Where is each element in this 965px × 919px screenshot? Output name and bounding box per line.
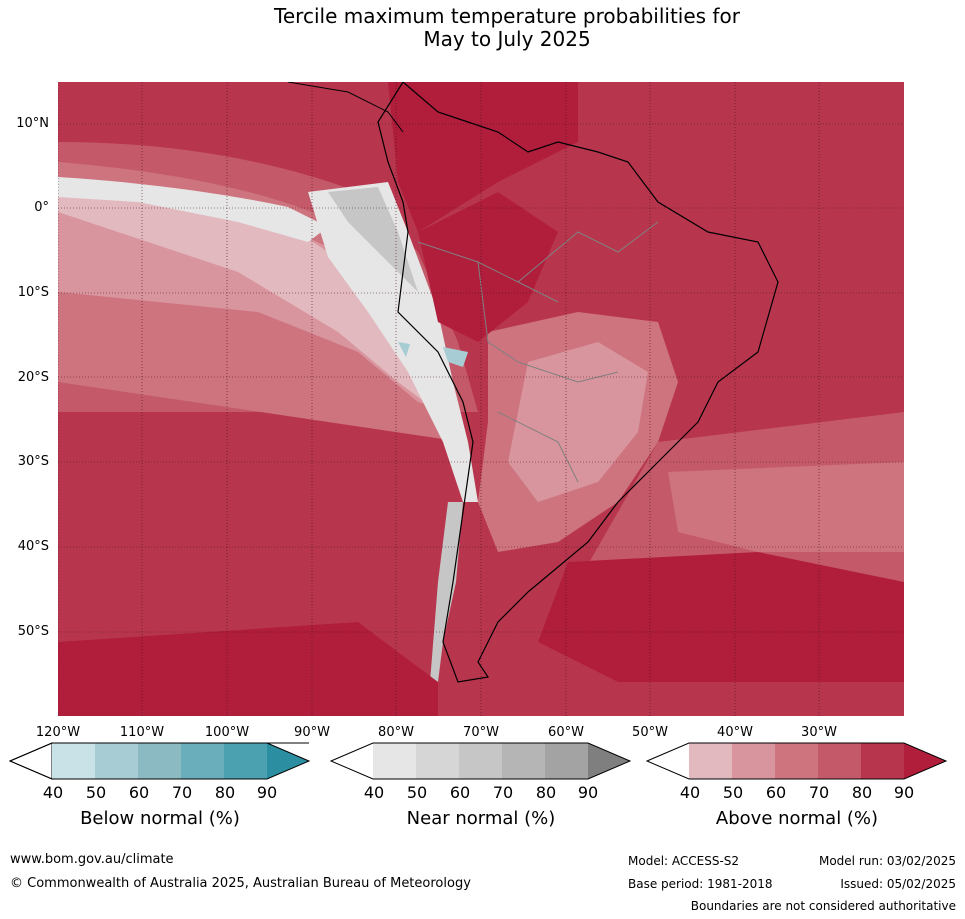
cb3-seg-4 [818, 743, 861, 779]
cb1-title: Below normal (%) [80, 808, 240, 829]
map-canvas [58, 82, 904, 716]
cb3-outline [646, 742, 948, 780]
lon-label-60w: 60°W [548, 725, 584, 740]
cb3-seg-2 [732, 743, 775, 779]
cb1-seg-6 [267, 743, 309, 779]
cb2-seg-1 [373, 743, 416, 779]
cb2-tick-60: 60 [449, 783, 471, 802]
probability-map [58, 82, 904, 716]
north-core-90 [388, 82, 578, 232]
cb1-tick-70: 70 [171, 783, 193, 802]
cb3-seg-5 [861, 743, 904, 779]
cb1-seg-2 [95, 743, 138, 779]
graticule [58, 82, 904, 716]
cb2-tick-50: 50 [406, 783, 428, 802]
colorbar-near-normal [330, 742, 632, 780]
cb3-tick-60: 60 [765, 783, 787, 802]
cb2-seg-5 [545, 743, 588, 779]
lat-label-10s: 10°S [17, 285, 49, 300]
lat-label-50s: 50°S [17, 624, 49, 639]
model-run-text: Model run: 03/02/2025 [818, 854, 956, 868]
below-normal-patch-2 [443, 347, 468, 367]
cb1-tick-80: 80 [214, 783, 236, 802]
cb1-seg-5 [224, 743, 267, 779]
near-normal-60 [328, 187, 418, 292]
title-line-1: Tercile maximum temperature probabilitie… [274, 4, 740, 28]
lon-label-40w: 40°W [717, 725, 753, 740]
lat-label-0: 0° [34, 200, 49, 215]
model-text: Model: ACCESS-S2 [628, 854, 740, 868]
map-title: Tercile maximum temperature probabilitie… [0, 5, 965, 51]
cb2-title: Near normal (%) [406, 808, 556, 829]
lon-label-50w: 50°W [632, 725, 668, 740]
cb3-seg-1 [689, 743, 732, 779]
pacific-band-40 [58, 182, 438, 412]
cb3-tick-40: 40 [679, 783, 701, 802]
cb2-tick-40: 40 [363, 783, 385, 802]
cb1-tick-40: 40 [42, 783, 64, 802]
atlantic-band-60 [668, 462, 904, 552]
issued-text: Issued: 05/02/2025 [840, 877, 956, 891]
cb2-outline [330, 742, 632, 780]
cb2-tick-70: 70 [492, 783, 514, 802]
south-pacific-core-90 [58, 622, 438, 716]
cb3-tick-70: 70 [808, 783, 830, 802]
cb3-tick-50: 50 [722, 783, 744, 802]
cb3-title: Above normal (%) [715, 808, 879, 829]
cb2-seg-3 [459, 743, 502, 779]
cb2-seg-0 [331, 743, 373, 779]
lat-label-20s: 20°S [17, 370, 49, 385]
cb2-tick-90: 90 [577, 783, 599, 802]
cb1-tick-90: 90 [256, 783, 278, 802]
base-period-text: Base period: 1981-2018 [628, 877, 773, 891]
continent-outline [377, 82, 779, 683]
cb1-tick-60: 60 [128, 783, 150, 802]
near-normal-pacific [58, 177, 328, 242]
colorbar-above-normal [646, 742, 948, 780]
cb1-seg-1 [52, 743, 95, 779]
lon-label-70w: 70°W [463, 725, 499, 740]
title-line-2: May to July 2025 [423, 27, 591, 51]
website-link[interactable]: www.bom.gov.au/climate [10, 852, 174, 867]
colorbar-below-normal [9, 742, 311, 780]
cb3-seg-6 [904, 743, 946, 779]
cb1-seg-4 [181, 743, 224, 779]
copyright-text: © Commonwealth of Australia 2025, Austra… [10, 876, 471, 891]
lon-label-30w: 30°W [801, 725, 837, 740]
lon-label-90w: 90°W [294, 725, 330, 740]
cb1-seg-0 [9, 742, 53, 780]
cb2-seg-2 [416, 743, 459, 779]
below-normal-patch [398, 342, 410, 357]
south-atlantic-core-90 [538, 552, 904, 682]
cb2-tick-80: 80 [535, 783, 557, 802]
cb2-seg-4 [502, 743, 545, 779]
disclaimer-text: Boundaries are not considered authoritat… [690, 899, 956, 913]
cb3-seg-0 [647, 743, 689, 779]
country-borders [417, 221, 659, 483]
near-normal-coastal [308, 182, 478, 502]
cb1-seg-3 [138, 743, 181, 779]
lon-label-80w: 80°W [378, 725, 414, 740]
cb2-seg-6 [588, 743, 630, 779]
cb3-tick-80: 80 [851, 783, 873, 802]
lat-label-40s: 40°S [17, 539, 49, 554]
cb1-outline [9, 742, 311, 780]
lat-label-10n: 10°N [16, 116, 49, 131]
cb3-tick-90: 90 [893, 783, 915, 802]
central-america-outline [287, 82, 404, 133]
lon-label-100w: 100°W [204, 725, 250, 740]
lat-label-30s: 30°S [17, 454, 49, 469]
lon-label-110w: 110°W [119, 725, 165, 740]
lon-label-120w: 120°W [35, 725, 81, 740]
cb3-seg-3 [775, 743, 818, 779]
cb1-tick-50: 50 [85, 783, 107, 802]
